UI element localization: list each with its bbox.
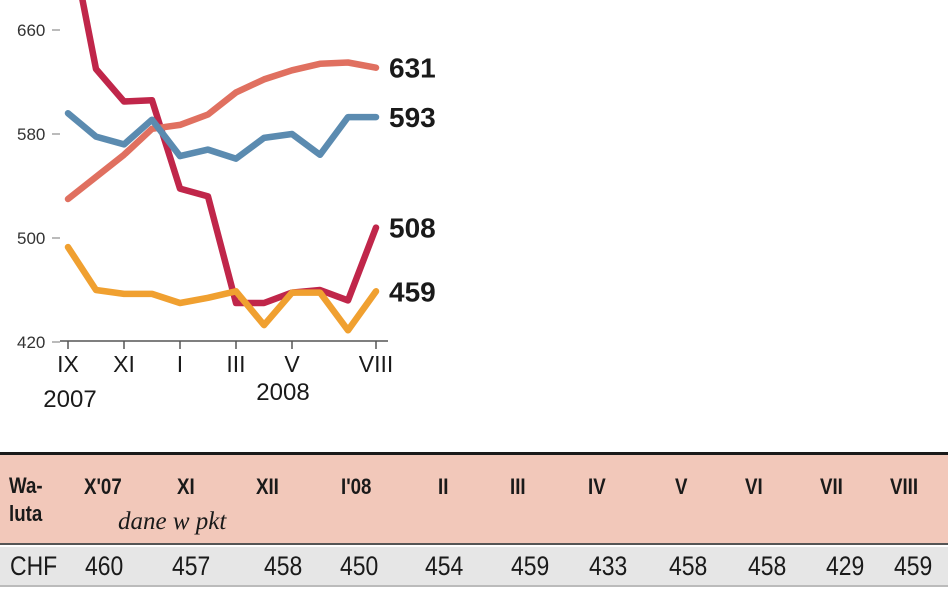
value-cell: 429	[826, 551, 865, 581]
month-header: VI	[745, 474, 763, 499]
month-header: V	[675, 474, 688, 499]
month-header: X'07	[84, 474, 122, 499]
chart-series	[64, 0, 380, 334]
series-end-label: 593	[389, 102, 436, 133]
month-header: I'08	[341, 474, 372, 499]
table-bottom-rule	[0, 585, 948, 587]
value-cell: 457	[172, 551, 211, 581]
y-tick-label: 660	[17, 21, 45, 40]
year-label: 2007	[43, 386, 96, 413]
value-cell: 460	[85, 551, 124, 581]
value-cell: 458	[264, 551, 303, 581]
series-end-label: 631	[389, 53, 436, 84]
month-header: IV	[588, 474, 606, 499]
value-cell: 433	[589, 551, 628, 581]
month-header: II	[438, 474, 449, 499]
x-tick-label: IX	[57, 351, 79, 377]
value-cell: 458	[748, 551, 787, 581]
value-cell: 454	[425, 551, 464, 581]
month-header: XII	[256, 474, 279, 499]
x-tick-label: I	[177, 351, 183, 377]
x-axis-ticks: IX XI I III V VIII	[57, 341, 393, 377]
x-tick-label: VIII	[359, 351, 394, 377]
value-cell: 459	[511, 551, 550, 581]
month-header: VII	[820, 474, 843, 499]
value-cell: 458	[669, 551, 708, 581]
units-note: dane w pkt	[118, 508, 227, 535]
series-line	[64, 243, 380, 334]
series-line	[64, 59, 380, 203]
month-header: VIII	[890, 474, 919, 499]
y-tick-label: 580	[17, 125, 45, 144]
series-end-label: 459	[389, 276, 436, 307]
series-line	[64, 109, 380, 162]
month-header: III	[510, 474, 526, 499]
month-header: XI	[177, 474, 195, 499]
year-labels: 2007 2008	[43, 379, 309, 413]
table-top-rule	[0, 452, 948, 455]
y-axis-ticks: 660 580 500 420	[17, 21, 60, 352]
end-labels: 508 631 593 459	[389, 53, 436, 308]
value-cell: 459	[894, 551, 933, 581]
table-header-band	[0, 455, 948, 543]
year-label: 2008	[256, 379, 309, 406]
y-tick-label: 500	[17, 229, 45, 248]
y-tick-label: 420	[17, 333, 45, 352]
series-end-label: 508	[389, 213, 436, 244]
x-tick-label: III	[226, 351, 245, 377]
header-bottom-rule	[0, 543, 948, 545]
currency-column-header: Wa- luta	[9, 473, 43, 526]
x-tick-label: V	[284, 351, 300, 377]
currency-cell: CHF	[10, 551, 58, 581]
x-tick-label: XI	[113, 351, 135, 377]
value-cell: 450	[340, 551, 379, 581]
table-row	[0, 547, 948, 585]
series-line	[79, 0, 380, 307]
